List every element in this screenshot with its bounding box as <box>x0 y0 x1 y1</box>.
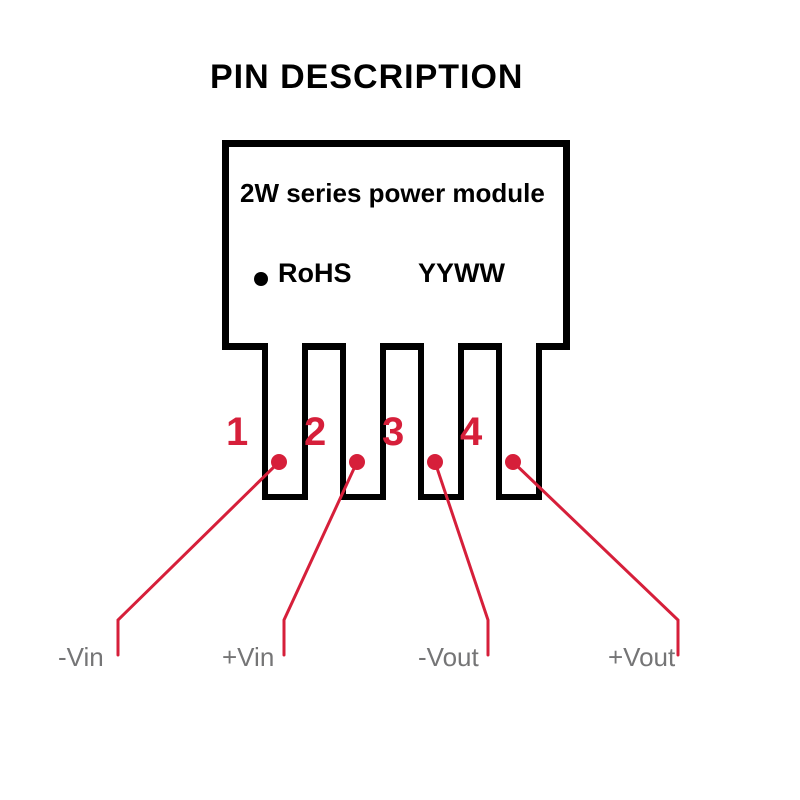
pin-join-4 <box>502 343 536 350</box>
leader-lines <box>0 0 800 800</box>
module-outline <box>222 140 570 350</box>
rohs-label: RoHS <box>278 258 352 289</box>
pin-number-1: 1 <box>226 410 248 455</box>
pin-number-4: 4 <box>460 410 482 455</box>
pin-number-2: 2 <box>304 410 326 455</box>
page-title: PIN DESCRIPTION <box>210 58 523 97</box>
pin-join-1 <box>268 343 302 350</box>
pin-label-2: +Vin <box>222 642 274 673</box>
pin-label-1: -Vin <box>58 642 104 673</box>
pin-join-3 <box>424 343 458 350</box>
pin-2 <box>340 350 386 500</box>
pin-dot-1 <box>271 454 287 470</box>
diagram-canvas: { "title": { "text": "PIN DESCRIPTION", … <box>0 0 800 800</box>
pin-4 <box>496 350 542 500</box>
pin-dot-4 <box>505 454 521 470</box>
pin-join-2 <box>346 343 380 350</box>
pin-label-3: -Vout <box>418 642 479 673</box>
pin-3 <box>418 350 464 500</box>
rohs-bullet <box>254 272 268 286</box>
pin-dot-2 <box>349 454 365 470</box>
yyww-label: YYWW <box>418 258 505 289</box>
module-line1: 2W series power module <box>240 178 545 209</box>
pin-number-3: 3 <box>382 410 404 455</box>
pin-dot-3 <box>427 454 443 470</box>
pin-label-4: +Vout <box>608 642 675 673</box>
pin-1 <box>262 350 308 500</box>
leader-line-1 <box>118 462 279 655</box>
